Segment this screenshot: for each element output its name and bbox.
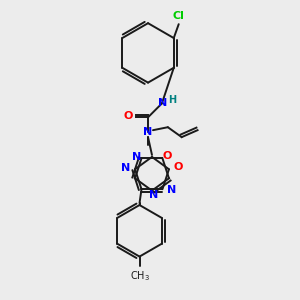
- Text: Cl: Cl: [173, 11, 184, 21]
- Text: N: N: [149, 190, 159, 200]
- Text: O: O: [124, 111, 133, 121]
- Text: O: O: [163, 152, 172, 161]
- Text: N: N: [132, 152, 141, 162]
- Text: N: N: [143, 127, 153, 137]
- Text: CH$_3$: CH$_3$: [130, 269, 149, 283]
- Text: O: O: [174, 162, 183, 172]
- Text: N: N: [121, 163, 130, 173]
- Text: N: N: [167, 185, 177, 195]
- Text: H: H: [168, 95, 176, 106]
- Text: N: N: [158, 98, 167, 108]
